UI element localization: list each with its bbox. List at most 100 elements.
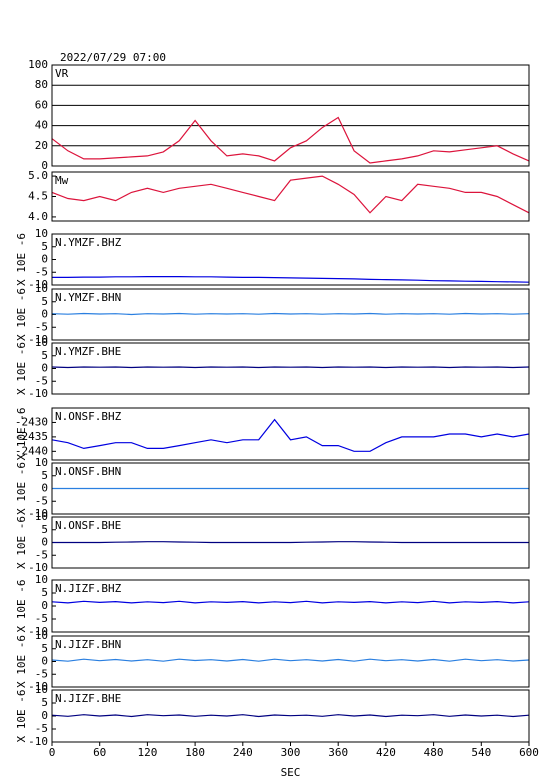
y-tick-label: 0 [41,159,48,172]
panel-frame [51,516,530,569]
y-tick-label: 5.0 [28,169,48,182]
panel-label: N.ONSF.BHN [55,465,121,478]
y-tick-label: -5 [35,265,48,278]
y-tick-label: -2430 [15,415,48,428]
y-tick-label: 5 [41,642,48,655]
panel-frame [51,579,530,633]
y-tick-label: 10 [35,573,48,586]
y-tick-label: 10 [35,629,48,642]
y-tick-label: 5 [41,295,48,308]
y-tick-label: -10 [28,333,48,346]
panel-frame [51,342,530,395]
chart-title: 2022/07/29 07:00 [60,51,166,64]
panel-frame [51,233,530,286]
data-line [51,600,530,604]
y-tick-label: 4.0 [28,210,48,223]
y-tick-label: -10 [28,735,48,748]
y-tick-label: 10 [35,227,48,240]
y-axis-label: X 10E -6 [15,580,28,633]
panel-label: N.ONSF.BHZ [55,410,122,423]
y-tick-label: 10 [35,456,48,469]
y-tick-label: 5 [41,240,48,253]
panel-label: N.JIZF.BHE [55,692,121,705]
y-tick-label: -2440 [15,444,48,457]
data-line [52,276,530,283]
y-tick-label: 100 [28,58,48,71]
data-line [51,658,530,662]
y-tick-label: 5 [41,469,48,482]
y-axis-label: X 10E -6 [15,690,28,743]
y-tick-label: 0 [41,536,48,549]
data-line [51,175,530,214]
data-line [51,418,530,452]
panel-label: N.ONSF.BHE [55,519,121,532]
y-tick-label: 0 [41,253,48,266]
data-line [52,541,529,544]
y-axis-label: X 10E -6 [15,462,28,515]
y-axis-label: X 10E -6 [15,516,28,569]
y-tick-label: -5 [35,320,48,333]
x-tick-label: 540 [471,746,491,759]
panel-label: VR [55,67,69,80]
y-tick-label: -5 [35,548,48,561]
y-tick-label: 10 [35,336,48,349]
data-line [51,116,530,164]
y-tick-label: 60 [35,98,48,111]
y-tick-label: 0 [41,482,48,495]
y-tick-label: 4.5 [28,190,48,203]
panel-label: N.YMZF.BHE [55,345,121,358]
x-tick-label: 360 [328,746,348,759]
x-tick-label: 60 [93,746,106,759]
x-tick-label: 300 [281,746,301,759]
data-line [51,366,530,369]
panel-label: N.JIZF.BHZ [55,582,122,595]
data-line [51,312,530,316]
y-tick-label: 0 [41,362,48,375]
x-tick-label: 600 [519,746,539,759]
y-tick-label: 80 [35,78,48,91]
panel-frame [51,171,530,222]
y-tick-label: 0 [41,308,48,321]
panel-frame [51,288,530,341]
y-tick-label: 5 [41,586,48,599]
y-tick-label: -5 [35,667,48,680]
x-tick-label: 0 [49,746,56,759]
x-tick-label: 420 [376,746,396,759]
y-tick-label: -10 [28,278,48,291]
panel-label: N.YMZF.BHZ [55,236,122,249]
panel-frame [51,407,530,461]
panel-frame [51,462,530,515]
x-axis-label: SEC [281,766,301,779]
y-axis-label: X 10E -6 [15,408,28,461]
x-tick-label: 120 [137,746,157,759]
y-tick-label: 40 [35,119,48,132]
y-tick-label: -10 [28,561,48,574]
data-line [51,714,530,718]
y-axis-label: X 10E -6 [15,635,28,688]
y-tick-label: 20 [35,139,48,152]
y-tick-label: -10 [28,680,48,693]
y-tick-label: 0 [41,599,48,612]
y-axis-label: X 10E -6 [15,288,28,341]
y-tick-label: 10 [35,510,48,523]
x-tick-label: 180 [185,746,205,759]
panel-label: Mw [55,174,69,187]
y-axis-label: X 10E -6 [15,233,28,286]
y-tick-label: 10 [35,282,48,295]
y-tick-label: 0 [41,655,48,668]
y-tick-label: -5 [35,612,48,625]
panel-frame [51,635,530,688]
x-tick-label: 480 [424,746,444,759]
y-tick-label: -5 [35,494,48,507]
y-tick-label: -2435 [15,430,48,443]
y-axis-label: X 10E -6 [15,342,28,395]
y-tick-label: 5 [41,696,48,709]
y-tick-label: 5 [41,349,48,362]
y-tick-label: -5 [35,374,48,387]
y-tick-label: 5 [41,523,48,536]
x-tick-label: 240 [233,746,253,759]
panel-frame [51,64,530,167]
y-tick-label: -10 [28,507,48,520]
y-tick-label: 0 [41,709,48,722]
